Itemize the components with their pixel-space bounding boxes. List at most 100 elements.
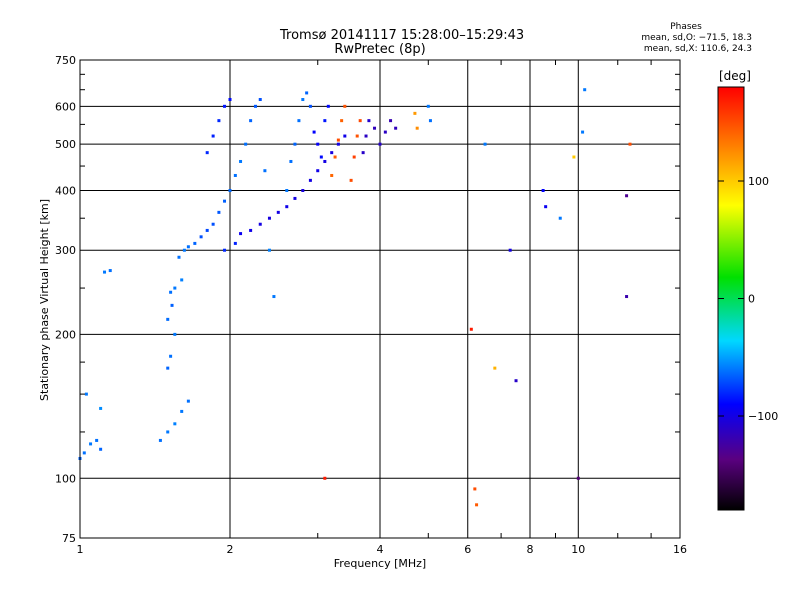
chart-title: Tromsø 20141117 15:28:00–15:29:43 (280, 28, 525, 43)
data-point (361, 151, 365, 155)
data-point (205, 151, 209, 155)
data-point (170, 303, 174, 307)
data-point (316, 142, 320, 146)
data-point (301, 98, 305, 102)
data-point (108, 269, 112, 273)
colorbar-label: [deg] (719, 69, 751, 83)
data-point (323, 476, 327, 480)
data-point (628, 142, 632, 146)
phase-stats-x: mean, sd,X: 110.6, 24.3 (643, 44, 752, 54)
data-point (308, 178, 312, 182)
data-point (253, 104, 257, 108)
data-point (333, 155, 337, 159)
data-point (625, 295, 629, 299)
data-point (383, 130, 387, 134)
x-tick-label: 8 (527, 543, 534, 556)
data-point (378, 142, 382, 146)
data-point (223, 104, 227, 108)
phase-stats-o: mean, sd,O: −71.5, 18.3 (641, 33, 752, 43)
x-tick-label: 1 (77, 543, 84, 556)
data-point (173, 332, 177, 336)
data-point (572, 155, 576, 159)
data-point (99, 447, 103, 451)
data-point (293, 196, 297, 200)
data-point (305, 91, 309, 95)
chart-subtitle: RwPretec (8p) (334, 42, 426, 57)
data-point (297, 119, 301, 123)
data-point (426, 104, 430, 108)
data-point (323, 159, 327, 163)
data-point (323, 119, 327, 123)
data-point (289, 159, 293, 163)
y-tick-label: 400 (55, 184, 76, 197)
data-point (352, 155, 356, 159)
data-points (78, 88, 632, 507)
phase-stats-heading: Phases (670, 22, 702, 32)
data-point (326, 104, 330, 108)
data-point (228, 188, 232, 192)
data-point (469, 327, 473, 331)
data-point (263, 169, 267, 173)
x-tick-label: 10 (571, 543, 585, 556)
data-point (249, 228, 253, 232)
data-point (514, 379, 518, 383)
data-point (508, 248, 512, 252)
data-point (249, 119, 253, 123)
data-point (312, 130, 316, 134)
data-point (267, 248, 271, 252)
x-axis: 1 2 4 6 8 10 16 (77, 60, 687, 556)
colorbar-tick-label: −100 (748, 410, 778, 423)
data-point (349, 178, 353, 182)
data-point (558, 216, 562, 220)
data-point (267, 216, 271, 220)
data-point (205, 228, 209, 232)
y-tick-label: 300 (55, 244, 76, 257)
data-point (233, 241, 237, 245)
y-tick-label: 600 (55, 100, 76, 113)
data-point (169, 290, 173, 294)
data-point (217, 210, 221, 214)
data-point (233, 173, 237, 177)
data-point (373, 126, 377, 130)
data-point (544, 205, 548, 209)
data-point (394, 126, 398, 130)
data-point (228, 98, 232, 102)
colorbar-tick-label: 100 (748, 175, 769, 188)
data-point (166, 317, 170, 321)
data-point (583, 88, 587, 92)
data-point (316, 169, 320, 173)
data-point (258, 222, 262, 226)
data-point (223, 199, 227, 203)
data-point (169, 354, 173, 358)
data-point (193, 241, 197, 245)
y-axis-label: Stationary phase Virtual Height [km] (38, 199, 51, 401)
data-point (95, 438, 99, 442)
plot-frame (79, 59, 681, 539)
data-point (103, 270, 107, 274)
grid-lines (80, 60, 680, 538)
data-point (186, 245, 190, 249)
data-point (473, 487, 477, 491)
data-point (415, 126, 419, 130)
data-point (239, 159, 243, 163)
data-point (82, 451, 86, 455)
data-point (308, 104, 312, 108)
data-point (84, 392, 88, 396)
data-point (475, 503, 479, 507)
y-tick-label: 200 (55, 328, 76, 341)
x-tick-label: 6 (464, 543, 471, 556)
data-point (343, 134, 347, 138)
data-point (389, 119, 393, 123)
data-point (625, 194, 629, 198)
data-point (166, 366, 170, 370)
data-point (355, 134, 359, 138)
data-point (576, 476, 580, 480)
data-point (330, 173, 334, 177)
data-point (173, 286, 177, 290)
data-point (186, 399, 190, 403)
data-point (99, 406, 103, 410)
data-point (285, 188, 289, 192)
data-point (364, 134, 368, 138)
data-point (301, 188, 305, 192)
data-point (211, 222, 215, 226)
